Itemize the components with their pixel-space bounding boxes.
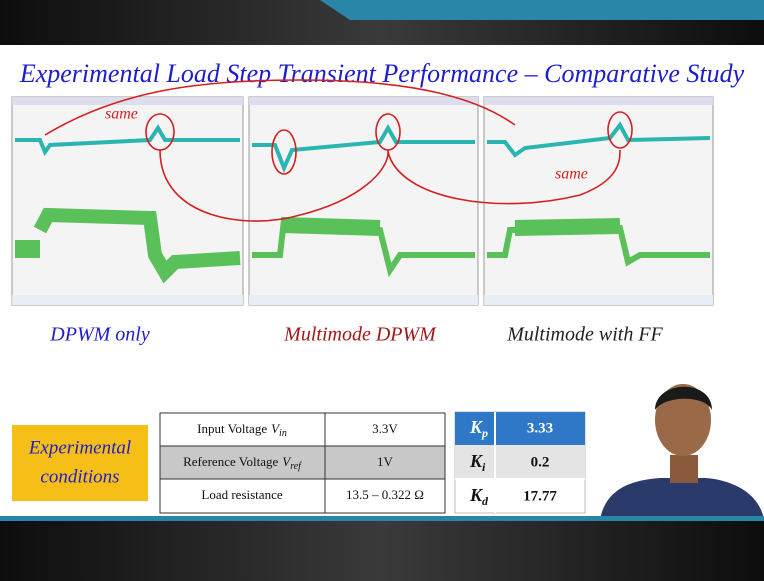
annotation: same xyxy=(105,106,138,123)
conditions-label: conditions xyxy=(40,466,119,487)
subscript: in xyxy=(279,428,287,439)
scope-2 xyxy=(249,97,478,305)
presenter xyxy=(600,384,764,520)
gain-value: 0.2 xyxy=(531,454,550,470)
row-value: 1V xyxy=(377,454,394,469)
scope-3 xyxy=(484,97,713,305)
caption: Multimode DPWM xyxy=(283,324,437,346)
slide-canvas: Experimental Load Step Transient Perform… xyxy=(0,0,764,581)
gain-value: 17.77 xyxy=(523,488,557,504)
slide: Experimental Load Step Transient Perform… xyxy=(0,0,764,581)
annotation: same xyxy=(555,166,588,183)
subscript: d xyxy=(482,494,489,508)
row-value: 13.5 – 0.322 Ω xyxy=(346,487,424,502)
bottom-band xyxy=(0,521,764,581)
label: Input Voltage xyxy=(197,421,267,436)
bottom-accent xyxy=(0,516,764,521)
gain-value: 3.33 xyxy=(527,420,553,436)
top-accent xyxy=(320,0,764,20)
subscript: p xyxy=(481,426,488,440)
subscript: ref xyxy=(290,461,302,472)
scope-1 xyxy=(12,97,243,305)
row-label: Load resistance xyxy=(201,487,282,502)
caption: Multimode with FF xyxy=(506,324,663,346)
label: Load resistance xyxy=(201,487,282,502)
row-value: 3.3V xyxy=(372,421,398,436)
label: Reference Voltage xyxy=(183,454,278,469)
conditions-label: Experimental xyxy=(28,437,131,458)
caption: DPWM only xyxy=(49,324,150,346)
